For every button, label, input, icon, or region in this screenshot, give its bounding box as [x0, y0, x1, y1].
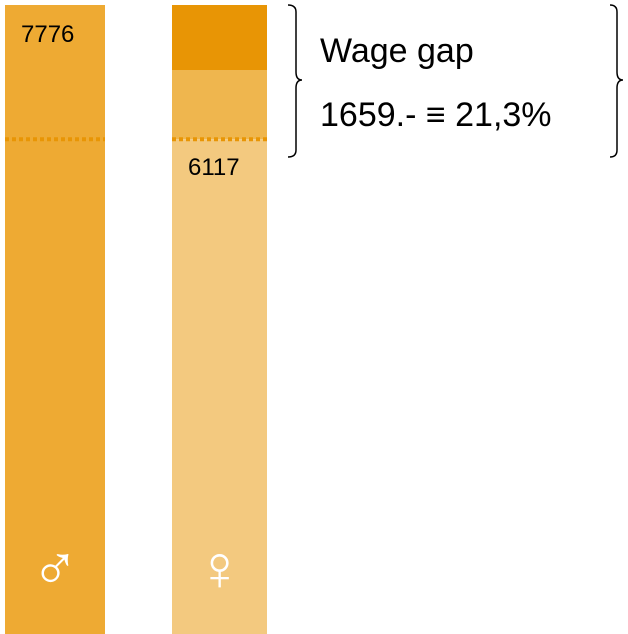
value-label: 6117 [188, 154, 240, 181]
category-symbol: ♂ [31, 532, 79, 604]
bar [172, 139, 267, 634]
annotation-title: Wage gap [320, 32, 474, 70]
gap-accent [172, 5, 267, 70]
left-bracket [287, 4, 303, 158]
value-label: 7776 [21, 21, 74, 48]
bar [5, 5, 105, 634]
annotation-text: 1659.- ≡ 21,3% [320, 96, 552, 134]
right-bracket [609, 4, 624, 158]
category-symbol: ♀ [196, 532, 244, 604]
